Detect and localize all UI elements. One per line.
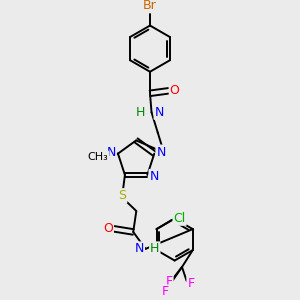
Text: N: N xyxy=(106,146,116,159)
Text: F: F xyxy=(188,278,194,290)
Text: N: N xyxy=(149,170,159,183)
Text: Cl: Cl xyxy=(173,212,186,225)
Text: N: N xyxy=(135,242,144,255)
Text: O: O xyxy=(103,222,113,236)
Text: F: F xyxy=(166,275,172,288)
Text: CH₃: CH₃ xyxy=(88,152,108,162)
Text: N: N xyxy=(156,146,166,159)
Text: S: S xyxy=(118,189,127,202)
Text: O: O xyxy=(170,84,180,97)
Text: H: H xyxy=(150,242,160,255)
Text: Br: Br xyxy=(143,0,157,12)
Text: H: H xyxy=(136,106,146,119)
Text: F: F xyxy=(162,286,169,298)
Text: N: N xyxy=(154,106,164,119)
